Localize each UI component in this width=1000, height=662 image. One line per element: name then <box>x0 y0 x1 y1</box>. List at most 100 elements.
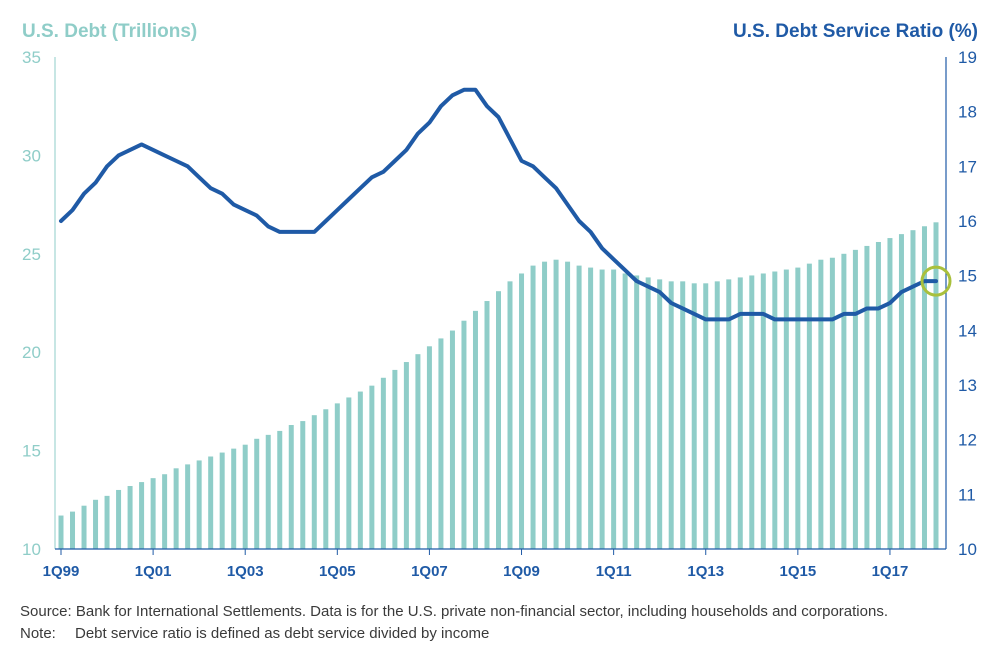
debt-bar <box>369 385 375 549</box>
debt-bar <box>472 310 478 549</box>
debt-bar <box>887 238 893 549</box>
right-tick-label: 10 <box>958 540 977 559</box>
right-tick-label: 19 <box>958 48 977 67</box>
debt-service-ratio-line-group <box>59 87 938 322</box>
debt-bar <box>231 448 237 549</box>
debt-bar <box>70 511 76 549</box>
x-tick-label: 1Q09 <box>503 563 540 580</box>
debt-bar <box>542 261 548 549</box>
debt-bar <box>93 499 99 549</box>
highlight-group <box>920 265 952 297</box>
definition-note: Note: Debt service ratio is defined as de… <box>20 623 990 645</box>
debt-bar <box>139 482 145 549</box>
left-tick-label: 20 <box>22 343 41 362</box>
debt-bar <box>783 269 789 549</box>
left-tick-label: 15 <box>22 442 41 461</box>
debt-bar <box>852 249 858 550</box>
debt-bar <box>772 271 778 549</box>
debt-bar <box>910 230 916 549</box>
debt-bar <box>599 269 605 549</box>
right-tick-label: 15 <box>958 267 977 286</box>
right-tick-label: 11 <box>958 485 976 504</box>
debt-bar <box>58 515 64 549</box>
debt-bar <box>553 259 559 549</box>
debt-bar <box>565 261 571 549</box>
source-note: Source: Bank for International Settlemen… <box>20 603 888 620</box>
x-tick-label: 1Q01 <box>135 563 172 580</box>
debt-bar <box>898 234 904 549</box>
right-tick-label: 13 <box>958 376 977 395</box>
debt-bar <box>300 421 306 549</box>
left-axis-ticks: 10 15 20 25 30 35 <box>22 48 41 559</box>
debt-bar <box>749 275 755 549</box>
debt-bar <box>634 275 640 549</box>
debt-bar <box>921 226 927 549</box>
debt-bar <box>81 505 87 549</box>
chart: U.S. Debt (Trillions) U.S. Debt Service … <box>22 21 978 580</box>
x-tick-label: 1Q05 <box>319 563 356 580</box>
x-tick-label: 1Q03 <box>227 563 264 580</box>
debt-bar <box>484 301 490 549</box>
right-axis-ticks: 10 11 12 13 14 15 16 17 18 19 <box>958 48 977 559</box>
debt-bar <box>622 273 628 549</box>
debt-bar <box>691 283 697 549</box>
debt-bar <box>737 277 743 549</box>
debt-bar <box>208 456 214 549</box>
left-tick-label: 25 <box>22 245 41 264</box>
debt-bar <box>864 245 870 549</box>
debt-bar <box>449 330 455 549</box>
debt-bar <box>829 257 835 549</box>
debt-bar <box>841 253 847 550</box>
debt-bar <box>703 283 709 549</box>
left-tick-label: 35 <box>22 48 41 67</box>
debt-bar <box>426 346 432 549</box>
x-tick-label: 1Q13 <box>687 563 724 580</box>
debt-bar <box>415 354 421 549</box>
debt-bar <box>150 478 156 549</box>
left-tick-label: 30 <box>22 146 41 165</box>
right-tick-label: 12 <box>958 431 977 450</box>
right-axis-title: U.S. Debt Service Ratio (%) <box>733 21 978 42</box>
debt-bar <box>576 265 582 549</box>
debt-bar <box>392 369 398 549</box>
x-axis-ticks: 1Q99 1Q01 1Q03 1Q05 1Q07 1Q09 1Q11 1Q13 1Q15 1Q17 <box>43 549 908 580</box>
highlight-circle <box>920 265 952 297</box>
debt-bar <box>645 277 651 549</box>
x-tick-label: 1Q99 <box>43 563 80 580</box>
right-tick-label: 14 <box>958 321 977 340</box>
debt-bar <box>288 425 294 549</box>
debt-bar <box>818 259 824 549</box>
left-tick-label: 10 <box>22 540 41 559</box>
debt-bar <box>680 281 686 549</box>
debt-bar <box>127 486 133 549</box>
debt-bar <box>726 279 732 549</box>
debt-bar <box>806 263 812 549</box>
debt-bar <box>219 452 225 549</box>
debt-bar <box>196 460 202 549</box>
debt-bar <box>657 279 663 549</box>
debt-bar <box>323 409 329 549</box>
right-tick-label: 18 <box>958 103 977 122</box>
debt-bar <box>357 391 363 549</box>
debt-bars <box>58 222 939 550</box>
debt-bar <box>507 281 513 549</box>
debt-bar <box>933 222 939 549</box>
x-tick-label: 1Q15 <box>779 563 816 580</box>
debt-bar <box>795 267 801 549</box>
debt-service-ratio-line <box>59 87 938 322</box>
note-label: Note: <box>20 625 56 642</box>
debt-bar <box>380 377 386 549</box>
right-tick-label: 17 <box>958 157 977 176</box>
x-tick-label: 1Q11 <box>596 563 632 580</box>
debt-bar <box>104 495 110 549</box>
right-tick-label: 16 <box>958 212 977 231</box>
debt-bar <box>438 338 444 549</box>
debt-bar <box>265 434 271 549</box>
note-text: Debt service ratio is defined as debt se… <box>75 625 490 642</box>
debt-bar <box>714 281 720 549</box>
debt-bar <box>116 489 122 549</box>
debt-bar <box>875 241 881 550</box>
debt-bar <box>185 464 191 549</box>
left-axis-title: U.S. Debt (Trillions) <box>22 21 197 42</box>
debt-bar <box>611 269 617 549</box>
